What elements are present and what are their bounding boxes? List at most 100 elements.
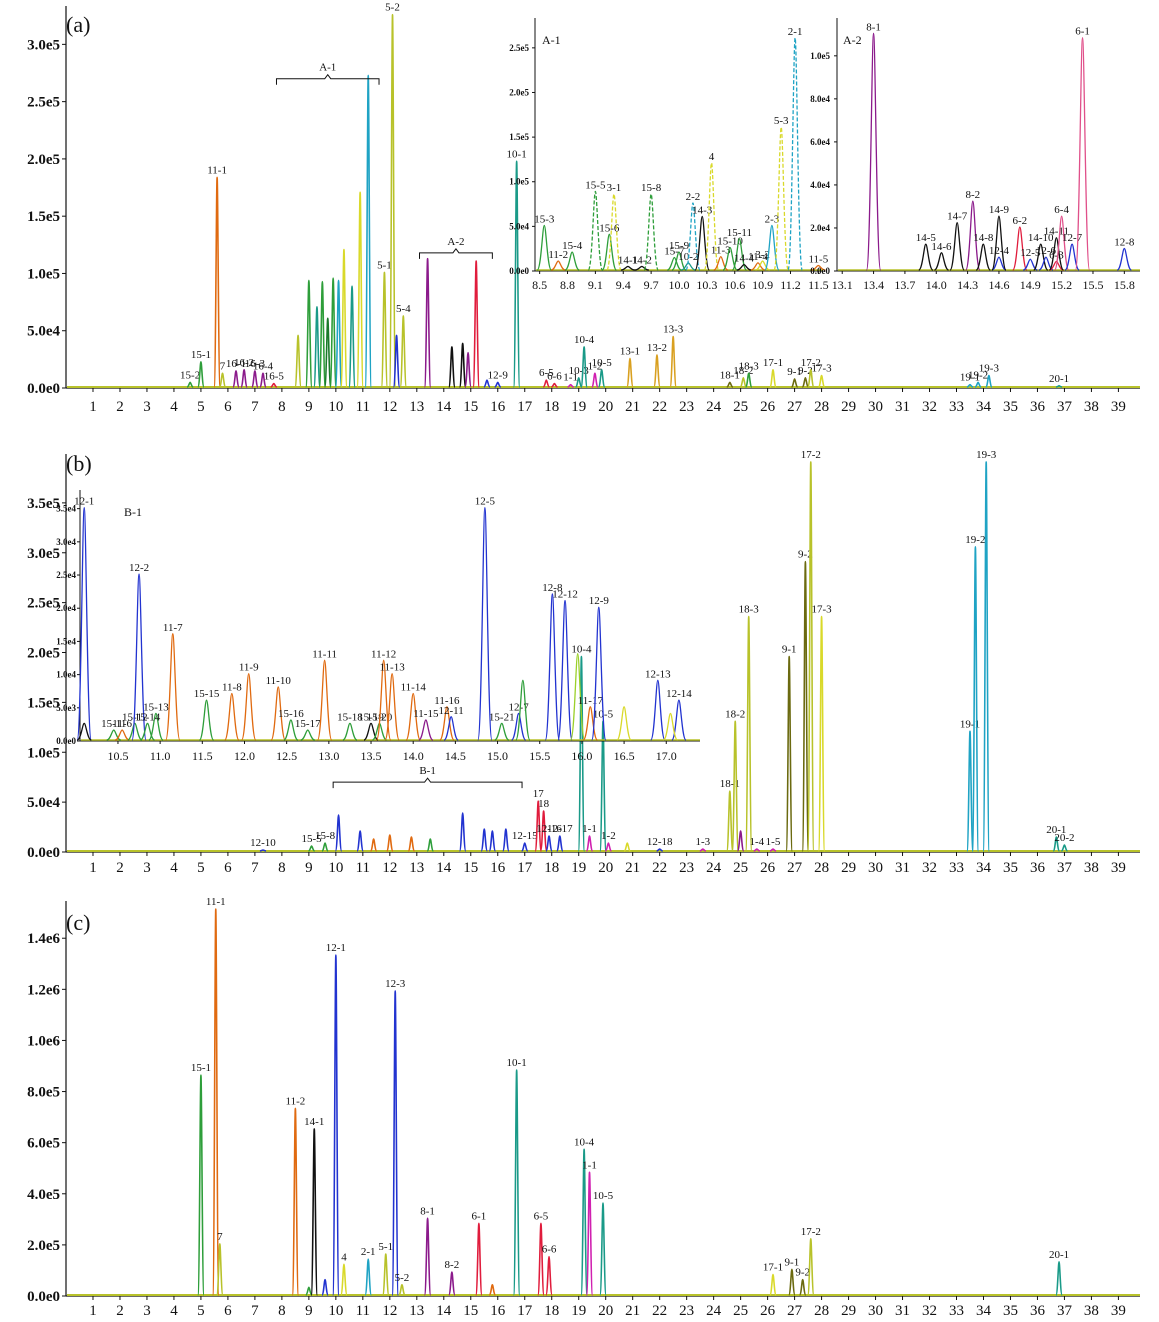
inset-y-tick-label: 2.0e4 — [56, 603, 76, 613]
inset-peak-label: 12-8 — [1114, 236, 1135, 248]
peak-label: 12-16 — [536, 823, 562, 835]
inset-peak-label: 14-7 — [947, 211, 968, 223]
peak-label: 17-3 — [811, 363, 832, 375]
x-tick-label: 17 — [517, 399, 533, 415]
peak-trace — [305, 1286, 313, 1296]
inset-peak-label: 6-4 — [1054, 204, 1069, 216]
peak-label: 6-5 — [534, 1210, 549, 1222]
y-tick-label: 1.4e6 — [27, 931, 60, 947]
peak-trace — [334, 814, 343, 852]
x-tick-label: 37 — [1057, 860, 1073, 876]
peak-trace — [364, 74, 373, 388]
x-tick-label: 26 — [760, 860, 776, 876]
inset-peak-label: 12-6 — [1036, 245, 1057, 257]
zoom-inset: 0.0e0 5.0e3 1.0e4 1.5e4 2.0e4 2.5e4 3.0e4 3.5e4… — [56, 490, 700, 763]
inset-peak-label: 12-5 — [1020, 247, 1041, 259]
inset-y-tick-label: 3.5e4 — [56, 504, 76, 514]
x-tick-label: 30 — [868, 1303, 883, 1319]
inset-peak-trace — [316, 659, 333, 741]
peak-trace — [656, 848, 663, 852]
peak-label: 10-1 — [507, 1057, 527, 1069]
inset-x-tick-label: 14.0 — [926, 278, 947, 292]
inset-peak-trace — [536, 224, 552, 271]
x-tick-label: 13 — [409, 860, 424, 876]
peak-label: 1-4 — [749, 836, 764, 848]
y-tick-label: 1.5e5 — [27, 209, 60, 225]
x-tick-label: 33 — [949, 399, 964, 415]
peak-label: 19-3 — [979, 363, 1000, 375]
inset-x-tick-label: 13.4 — [863, 278, 884, 292]
peak-label: 20-2 — [1054, 832, 1074, 844]
y-tick-label: 3.5e5 — [27, 496, 60, 512]
peak-trace — [591, 372, 599, 388]
inset-peak-label: 14-6 — [931, 241, 952, 253]
peak-trace — [474, 1222, 483, 1296]
inset-peak-label: 12-13 — [645, 668, 671, 680]
inset-peak-label: 4 — [709, 151, 715, 163]
inset-peak-label: 15-6 — [599, 222, 620, 234]
inset-peak-trace — [650, 679, 666, 741]
peak-label: 14-1 — [304, 1116, 324, 1128]
inset-y-tick-label: 1.5e4 — [56, 636, 76, 646]
peak-label: 16-1 — [226, 358, 246, 370]
peak-label: 12-1 — [326, 942, 346, 954]
peak-trace — [407, 836, 416, 852]
y-tick-label: 0.0e0 — [27, 381, 60, 397]
inset-peak-trace — [667, 256, 682, 271]
peak-trace — [251, 370, 259, 388]
inset-y-tick-label: 3.0e4 — [56, 537, 76, 547]
peak-trace — [545, 1255, 553, 1296]
x-tick-label: 7 — [251, 399, 259, 415]
peak-trace — [458, 812, 467, 852]
inset-peak-label: 15-21 — [489, 711, 515, 723]
inset-peak-trace — [1033, 243, 1049, 271]
peak-trace — [483, 379, 491, 388]
x-tick-label: 2 — [116, 399, 124, 415]
x-tick-label: 23 — [679, 1303, 694, 1319]
peak-trace — [604, 842, 612, 852]
inset-peak-trace — [384, 672, 400, 741]
chart-panel: 0.0e0 2.0e5 4.0e5 6.0e5 8.0e5 1.0e6 1.2e6 1.4e6… — [27, 896, 1140, 1319]
x-tick-label: 5 — [197, 1303, 205, 1319]
x-tick-label: 39 — [1111, 1303, 1126, 1319]
x-tick-label: 16 — [490, 399, 506, 415]
inset-peak-label: 6-1 — [1075, 26, 1090, 38]
x-tick-label: 39 — [1111, 399, 1126, 415]
inset-peak-label: 14-9 — [989, 204, 1010, 216]
inset-peak-label: 11-16 — [434, 695, 460, 707]
inset-peak-trace — [114, 729, 130, 741]
peak-trace — [545, 835, 553, 852]
peak-label: 15-5 — [301, 833, 322, 845]
peak-label: 12-10 — [250, 837, 276, 849]
peak-label: 13-2 — [647, 342, 667, 354]
peak-trace — [1052, 836, 1061, 852]
inset-x-tick-label: 14.0 — [403, 749, 424, 763]
y-tick-label: 5.0e4 — [27, 324, 60, 340]
peak-trace — [580, 1148, 588, 1296]
inset-peak-label: 14-2 — [632, 254, 652, 266]
x-tick-label: 34 — [976, 860, 992, 876]
inset-x-tick-label: 10.6 — [724, 278, 745, 292]
inset-peak-label: 3-2 — [755, 249, 770, 261]
inset-y-tick-label: 0.0e0 — [56, 736, 76, 746]
inset-peak-trace — [694, 215, 710, 271]
peak-trace — [744, 372, 753, 388]
peak-trace — [488, 830, 497, 852]
inset-peak-label: 3-1 — [607, 182, 622, 194]
peak-trace — [381, 1253, 390, 1296]
x-tick-label: 35 — [1003, 399, 1018, 415]
x-tick-label: 3 — [143, 1303, 151, 1319]
x-tick-label: 36 — [1030, 1303, 1046, 1319]
peak-trace — [555, 835, 564, 852]
x-tick-label: 18 — [544, 1303, 559, 1319]
x-tick-label: 27 — [787, 1303, 803, 1319]
peak-trace — [626, 357, 634, 388]
inset-peak-trace — [991, 256, 1007, 271]
peak-trace — [313, 306, 321, 388]
x-tick-label: 22 — [652, 860, 667, 876]
peak-trace — [966, 730, 974, 852]
x-tick-label: 9 — [305, 1303, 313, 1319]
x-tick-label: 2 — [116, 860, 124, 876]
